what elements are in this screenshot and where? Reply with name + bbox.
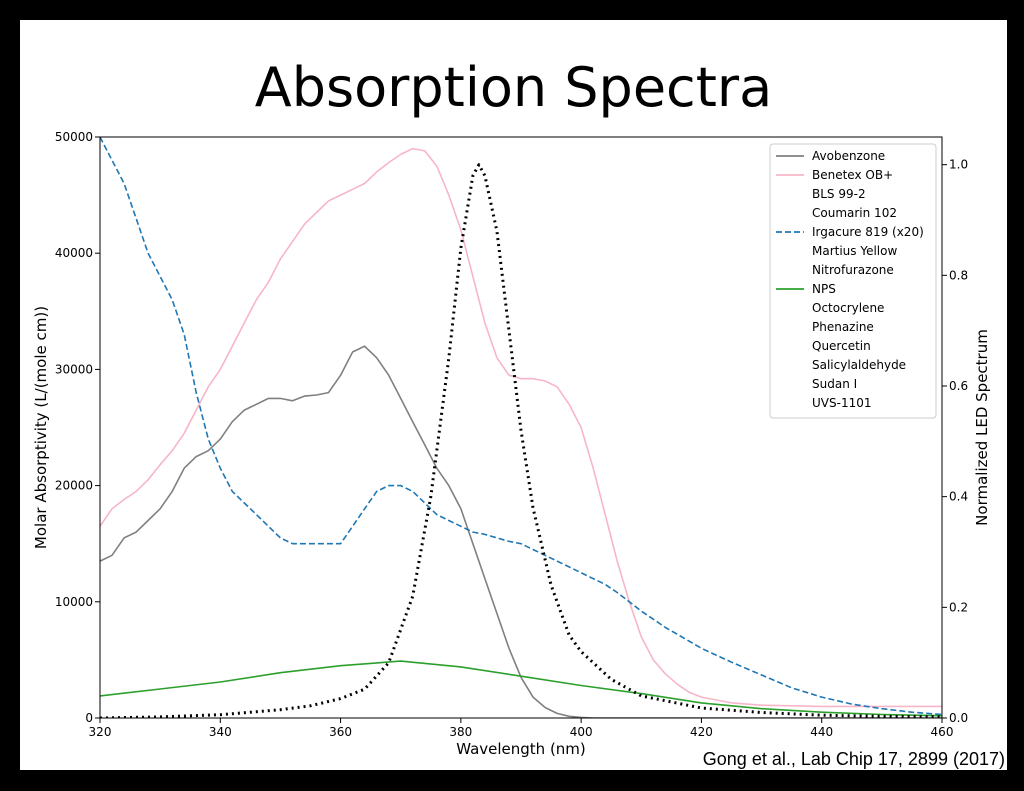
citation: Gong et al., Lab Chip 17, 2899 (2017): [702, 749, 1005, 769]
series-line-avobenzone: [100, 345, 942, 718]
x-tick-label: 400: [570, 725, 593, 739]
y-left-tick-label: 10000: [55, 595, 93, 609]
x-tick-label: 440: [810, 725, 833, 739]
plot-frame: [99, 136, 943, 719]
y-right-axis-label: Normalized LED Spectrum: [973, 329, 991, 526]
slide: Absorption Spectra 320 340 360 380 400 420 440…: [20, 20, 1007, 770]
y-left-tick-label: 40000: [55, 246, 93, 260]
legend-label: Martius Yellow: [812, 244, 897, 258]
legend-label: Quercetin: [812, 339, 871, 353]
legend-label: Coumarin 102: [812, 206, 897, 220]
x-tick-label: 380: [449, 725, 472, 739]
x-tick-label: 420: [690, 725, 713, 739]
x-axis-label: Wavelength (nm): [456, 740, 586, 758]
y-right-tick-label: 1.0: [949, 158, 968, 172]
legend-label: Avobenzone: [812, 149, 885, 163]
legend-label: NPS: [812, 282, 836, 296]
x-tick-label: 320: [89, 725, 112, 739]
y-right-tick-label: 0.8: [949, 268, 968, 282]
y-right-tick-label: 0.0: [949, 711, 968, 725]
x-tick-label: 460: [931, 725, 954, 739]
legend-label: Irgacure 819 (x20): [812, 225, 924, 239]
y-left-tick-label: 30000: [55, 362, 93, 376]
slide-title: Absorption Spectra: [254, 56, 773, 119]
legend-label: Benetex OB+: [812, 168, 893, 182]
y-left-tick-label: 20000: [55, 479, 93, 493]
x-tick-label: 340: [209, 725, 232, 739]
legend-label: Salicylaldehyde: [812, 358, 906, 372]
x-tick-label: 360: [329, 725, 352, 739]
legend-label: Sudan I: [812, 377, 857, 391]
legend-label: BLS 99-2: [812, 187, 866, 201]
y-left-axis-label: Molar Absorptivity (L/(mole cm)): [32, 306, 50, 549]
y-left-tick-label: 50000: [55, 130, 93, 144]
y-left-tick-label: 0: [85, 711, 93, 725]
y-right-tick-label: 0.4: [949, 490, 968, 504]
series-line-nps: [100, 660, 942, 717]
legend-label: Nitrofurazone: [812, 263, 894, 277]
legend-box: [769, 143, 937, 419]
series-group: [100, 137, 942, 718]
series-line-benetex-ob: [100, 147, 942, 708]
legend-label: Phenazine: [812, 320, 874, 334]
y-right-tick-label: 0.6: [949, 379, 968, 393]
absorption-chart: 320 340 360 380 400 420 440 460 0 10000 20000 30000…: [32, 130, 991, 758]
legend-label: Octocrylene: [812, 301, 884, 315]
series-line-irgacure-819-x20: [100, 137, 942, 716]
y-right-tick-label: 0.2: [949, 600, 968, 614]
legend-label: UVS-1101: [812, 396, 871, 410]
